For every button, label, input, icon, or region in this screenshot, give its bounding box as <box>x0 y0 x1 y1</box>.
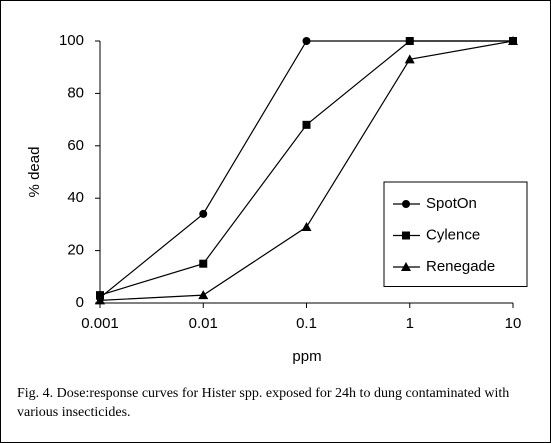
marker <box>95 295 105 305</box>
y-tick-label: 40 <box>67 189 84 206</box>
x-tick-label: 1 <box>406 315 414 332</box>
marker <box>301 222 312 232</box>
x-tick-label: 0.1 <box>296 315 317 332</box>
marker <box>198 290 209 300</box>
y-tick-label: 60 <box>67 137 84 154</box>
marker <box>199 259 208 268</box>
legend-label: Cylence <box>426 226 480 243</box>
marker <box>302 120 311 129</box>
marker <box>405 37 414 45</box>
x-tick-label: 0.01 <box>189 315 218 332</box>
marker <box>402 231 410 240</box>
y-tick-label: 0 <box>76 294 84 311</box>
caption: Fig. 4. Dose:response curves for Hister … <box>17 386 510 420</box>
legend-label: SpotOn <box>426 195 477 212</box>
y-axis-label: % dead <box>26 147 43 198</box>
legend-label: Renegade <box>426 258 495 275</box>
marker <box>404 54 415 64</box>
x-tick-label: 10 <box>505 315 522 332</box>
y-tick-label: 20 <box>67 242 84 259</box>
chart: % dead ppm 0 20 40 60 80 100 0.001 0.01 0.1 1 10 Sp… <box>26 32 528 365</box>
x-tick-label: 0.001 <box>81 315 119 332</box>
marker <box>508 36 518 45</box>
y-tick-label: 100 <box>59 32 84 49</box>
y-tick-label: 80 <box>67 84 84 101</box>
marker <box>199 209 208 218</box>
marker <box>401 262 411 271</box>
x-axis-label: ppm <box>292 348 321 365</box>
marker <box>402 200 410 208</box>
marker <box>96 291 104 300</box>
marker <box>302 37 311 45</box>
